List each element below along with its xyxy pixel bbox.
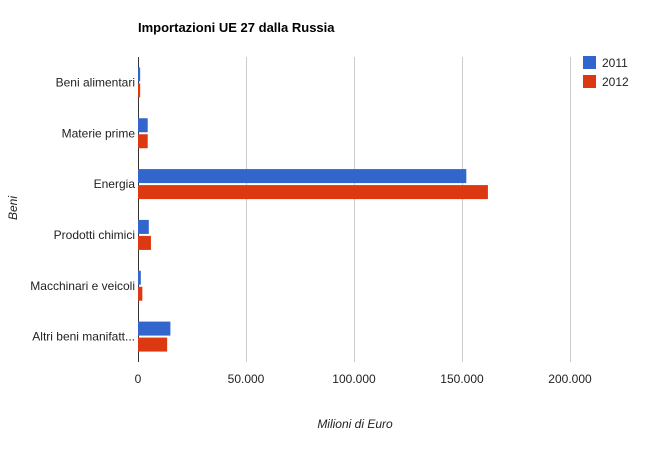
- category-labels: Beni alimentari Materie prime Energia Prodo…: [30, 75, 135, 343]
- y-axis-title: Beni: [6, 196, 20, 220]
- category-label: Energia: [94, 177, 136, 191]
- x-tick-labels: 0 50.000 100.000 150.000 200.000: [135, 372, 592, 386]
- bar-2012-0: [138, 83, 141, 98]
- category-label: Beni alimentari: [56, 75, 135, 89]
- legend-label: 2012: [602, 75, 629, 89]
- x-tick-label: 0: [135, 372, 142, 386]
- x-tick-label: 150.000: [440, 372, 484, 386]
- x-tick-label: 50.000: [228, 372, 265, 386]
- x-tick-label: 100.000: [332, 372, 376, 386]
- chart-title: Importazioni UE 27 dalla Russia: [138, 20, 335, 35]
- x-tick-label: 200.000: [548, 372, 592, 386]
- bar-2011-2: [138, 169, 467, 184]
- legend-swatch-2011: [583, 56, 596, 69]
- category-label: Prodotti chimici: [54, 228, 135, 242]
- bar-2012-1: [138, 134, 148, 149]
- legend-swatch-2012: [583, 75, 596, 88]
- legend: 2011 2012: [583, 56, 629, 89]
- x-axis-title: Milioni di Euro: [317, 417, 393, 431]
- bar-2011-1: [138, 118, 148, 133]
- bar-2011-3: [138, 219, 149, 234]
- bar-2011-4: [138, 270, 141, 285]
- bar-2011-0: [138, 67, 141, 82]
- category-label: Macchinari e veicoli: [30, 279, 135, 293]
- bar-2011-5: [138, 321, 171, 336]
- bar-2012-3: [138, 235, 151, 250]
- category-label: Altri beni manifatt...: [32, 330, 135, 344]
- bar-2012-4: [138, 286, 143, 301]
- bars: [138, 67, 488, 352]
- bar-2012-5: [138, 337, 168, 352]
- bar-2012-2: [138, 185, 488, 200]
- legend-label: 2011: [602, 56, 628, 70]
- grid-lines: [138, 57, 571, 362]
- category-label: Materie prime: [62, 126, 136, 140]
